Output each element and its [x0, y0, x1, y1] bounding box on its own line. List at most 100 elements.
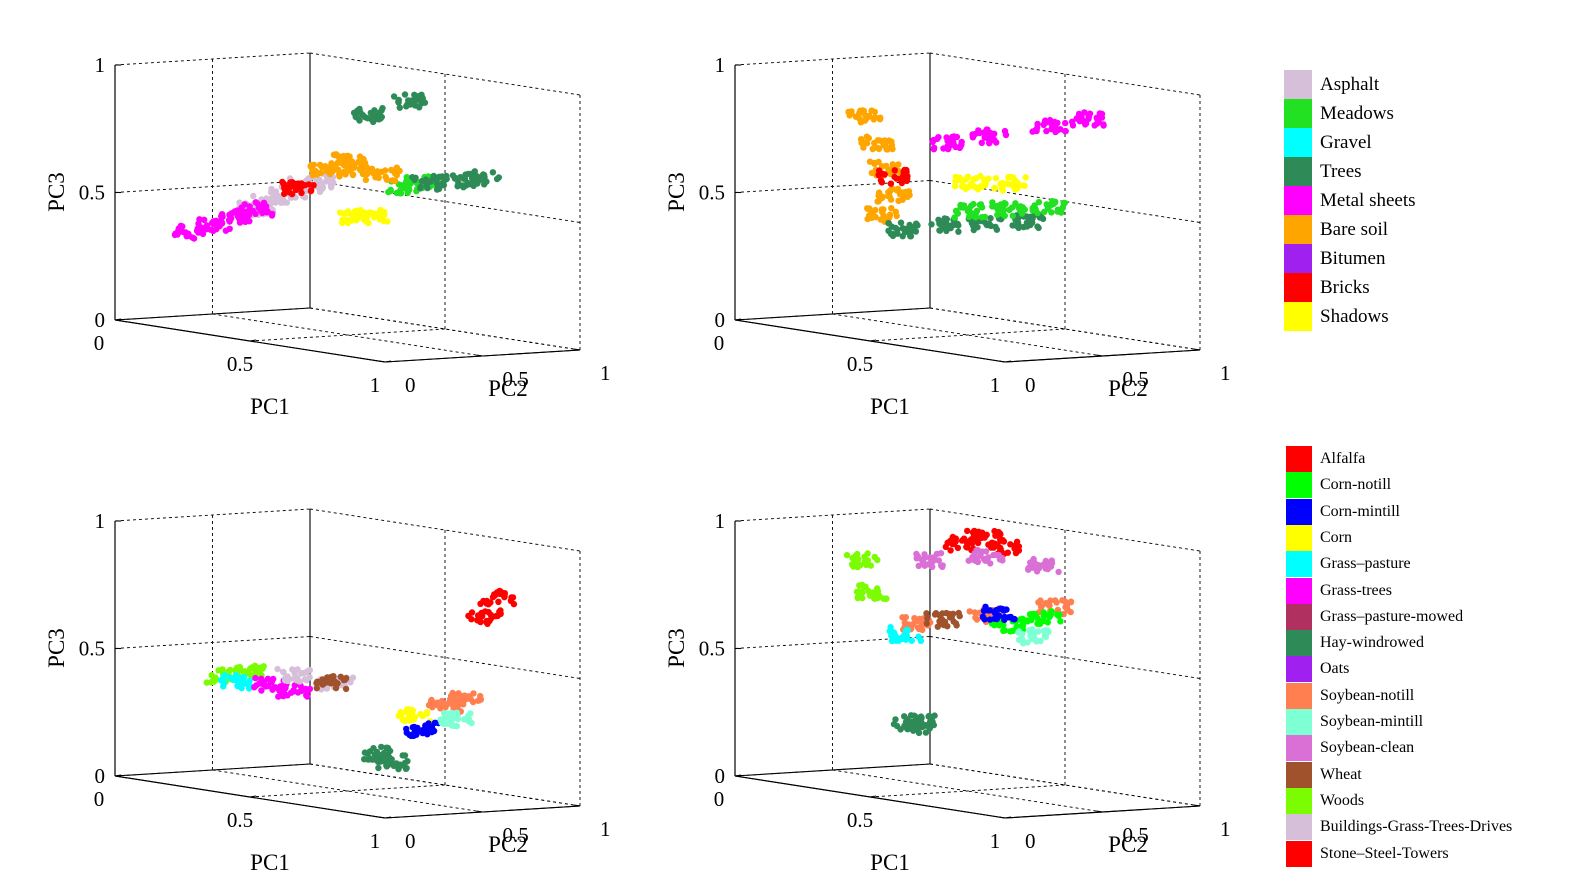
data-point	[356, 213, 363, 220]
data-point	[899, 189, 906, 196]
data-point	[301, 194, 309, 201]
data-point	[468, 609, 476, 616]
data-point	[987, 222, 995, 230]
data-point	[976, 201, 983, 209]
data-point	[395, 712, 402, 720]
legend-swatch	[1284, 302, 1312, 331]
data-point	[279, 178, 286, 186]
pc3-tick-label: 0	[95, 308, 106, 332]
data-point	[252, 210, 259, 218]
legend-label: Shadows	[1320, 306, 1389, 327]
data-point	[1002, 131, 1010, 139]
data-point	[874, 588, 882, 595]
data-point	[999, 180, 1006, 187]
data-point	[336, 173, 343, 180]
data-point	[325, 679, 332, 686]
data-point	[510, 600, 518, 608]
data-point	[1034, 615, 1041, 622]
pc2-tick	[476, 354, 483, 357]
series-woods	[843, 550, 890, 602]
data-point	[1019, 630, 1026, 638]
data-point	[990, 551, 997, 559]
series-bare-soil	[845, 107, 913, 225]
pc1-tick-label: 1	[990, 373, 1001, 397]
data-point	[284, 677, 291, 684]
pc1-tick	[249, 339, 257, 342]
pc2-tick-label: 0.5	[503, 823, 529, 847]
data-point	[428, 723, 436, 731]
legend-label: Grass-trees	[1320, 581, 1392, 599]
data-point	[460, 184, 467, 191]
data-point	[1048, 209, 1055, 216]
data-point	[961, 184, 969, 191]
data-point	[245, 685, 253, 692]
data-point	[495, 174, 502, 181]
grid-line	[114, 508, 311, 522]
data-point	[915, 562, 922, 570]
data-point	[902, 718, 910, 726]
data-point	[233, 664, 241, 671]
data-point	[1002, 606, 1009, 613]
series-shadows	[336, 206, 391, 227]
data-point	[1057, 618, 1064, 625]
data-point	[316, 161, 324, 169]
data-point	[461, 175, 469, 182]
data-point	[1085, 115, 1092, 123]
data-point	[939, 621, 947, 628]
data-point	[217, 677, 225, 684]
data-point	[1005, 181, 1012, 188]
legend-swatch	[1286, 603, 1312, 630]
pc1-tick-label: 0	[94, 331, 105, 355]
data-point	[952, 178, 959, 185]
data-point	[288, 689, 295, 696]
data-point	[1062, 119, 1069, 127]
pc2-tick	[1193, 804, 1201, 807]
data-point	[930, 136, 937, 144]
data-point	[943, 220, 950, 228]
data-point	[976, 129, 983, 137]
pc3-tick-label: 0.5	[79, 181, 105, 205]
data-point	[885, 137, 893, 144]
data-point	[907, 712, 915, 719]
data-point	[871, 114, 879, 121]
data-point	[318, 677, 326, 684]
legend-swatch	[1286, 787, 1312, 814]
data-point	[958, 138, 965, 146]
pc2-tick	[1096, 810, 1103, 813]
data-point	[894, 230, 901, 237]
pc2-tick-label: 1	[600, 361, 611, 385]
data-point	[274, 665, 281, 673]
data-point	[327, 168, 334, 175]
legend-swatch	[1286, 446, 1312, 472]
data-point	[1023, 223, 1031, 230]
data-point	[183, 233, 190, 240]
data-point	[399, 752, 406, 759]
series-soybean-mintill	[437, 709, 475, 730]
series-soybean-notill	[425, 689, 485, 715]
data-point	[308, 161, 315, 169]
data-point	[376, 216, 384, 223]
data-point	[921, 554, 928, 562]
data-point	[950, 540, 958, 548]
data-point	[964, 173, 972, 180]
legend-swatch	[1286, 814, 1312, 841]
data-point	[997, 537, 1004, 544]
legend-swatch	[1284, 244, 1312, 273]
legend-label: Corn-mintill	[1320, 502, 1400, 520]
legend-label: Meadows	[1320, 103, 1394, 124]
data-point	[240, 673, 248, 681]
data-point	[385, 761, 392, 768]
data-point	[276, 197, 283, 205]
data-point	[957, 201, 965, 209]
pc2-tick	[573, 348, 581, 351]
data-point	[972, 531, 980, 539]
grid-line	[734, 52, 931, 66]
data-point	[1052, 199, 1059, 206]
legend-label: Bitumen	[1320, 248, 1386, 269]
data-point	[478, 176, 486, 183]
data-point	[203, 222, 210, 229]
data-point	[280, 668, 287, 676]
data-point	[393, 760, 400, 767]
pc2-tick	[573, 804, 581, 807]
